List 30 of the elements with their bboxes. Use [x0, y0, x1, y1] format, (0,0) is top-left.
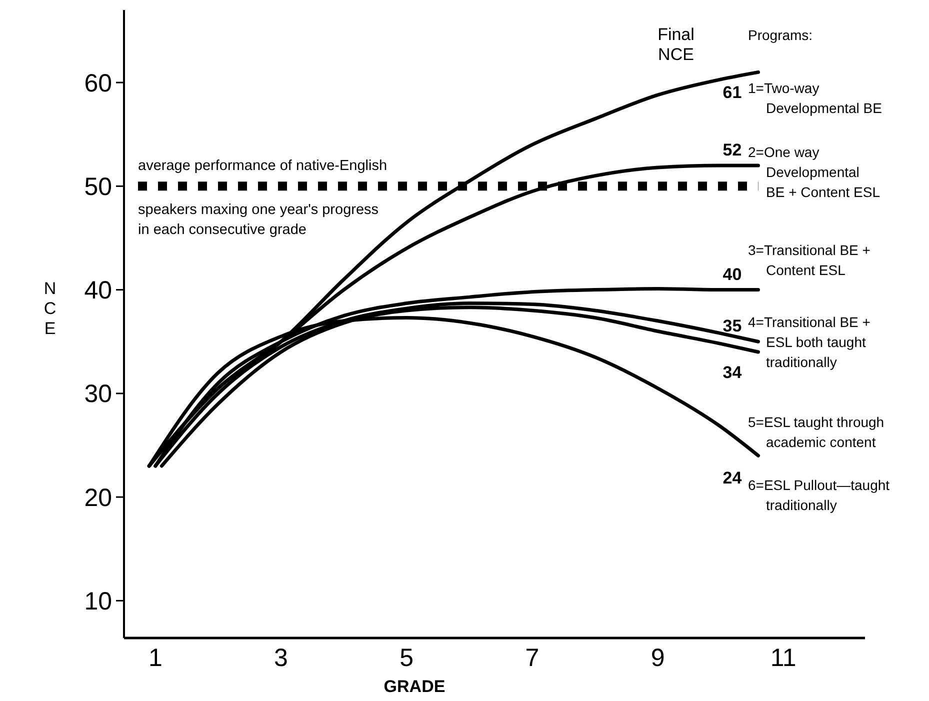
- data-label: 52: [722, 140, 742, 160]
- data-label: 35: [722, 316, 742, 336]
- y-tick-label: 60: [84, 69, 112, 98]
- y-axis-title: NCE: [658, 45, 694, 64]
- annotation: 1=Two-way Developmental BE: [748, 80, 882, 116]
- annotation: 4=Transitional BE + ESL both taught traditionally: [748, 314, 870, 370]
- annotation: 5=ESL taught through academic content: [748, 414, 884, 450]
- x-axis-title: GRADE: [384, 677, 446, 696]
- data-label: 40: [722, 264, 742, 284]
- x-tick-label: 9: [650, 644, 665, 672]
- annotation: 6=ESL Pullout—taught traditionally: [748, 477, 890, 513]
- data-label: 24: [722, 468, 742, 488]
- annotation: 3=Transitional BE + Content ESL: [748, 242, 870, 278]
- data-label: 34: [722, 362, 742, 382]
- text: average performance of native-English speakers maxing one year's progress in each consecutive grade: [138, 158, 388, 238]
- text: Final: [658, 25, 694, 44]
- text: NCE: [44, 279, 56, 338]
- annotation: Programs:: [748, 27, 813, 43]
- x-tick-label: 7: [525, 644, 540, 672]
- y-tick-label: 40: [84, 276, 112, 305]
- y-tick-label: 10: [84, 587, 112, 616]
- y-tick-label: 30: [84, 380, 112, 408]
- data-label: 61: [722, 83, 742, 102]
- y-tick-label: 20: [84, 484, 112, 512]
- x-tick-label: 1: [148, 644, 162, 672]
- annotation: 2=One way Developmental BE + Content ESL: [748, 144, 880, 200]
- x-tick-label: 11: [770, 644, 796, 672]
- x-tick-label: 5: [400, 644, 414, 672]
- y-tick-label: 50: [84, 172, 112, 201]
- x-tick-label: 3: [274, 644, 288, 672]
